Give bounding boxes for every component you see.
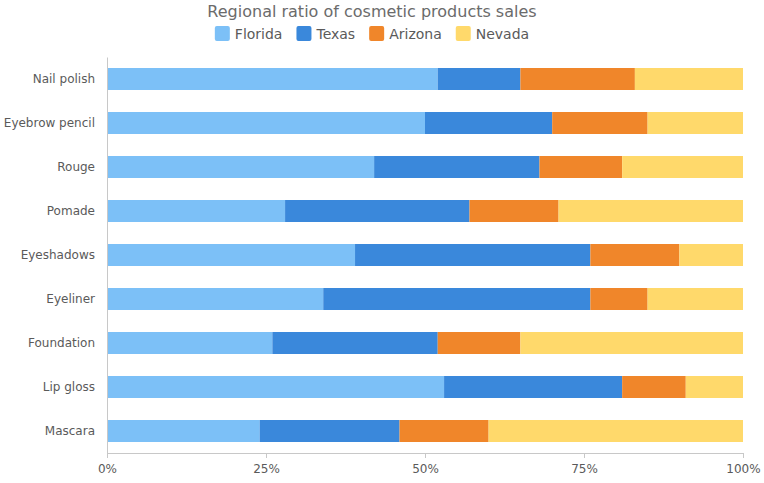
tick: 75% bbox=[571, 453, 598, 476]
y-axis: Nail polish Eyebrow pencil Rouge Pomade Eyes… bbox=[4, 58, 108, 454]
tick-label: 0% bbox=[98, 462, 117, 476]
bar bbox=[559, 200, 743, 222]
bar bbox=[686, 376, 743, 398]
tick: 25% bbox=[253, 453, 280, 476]
legend-item: Nevada bbox=[456, 26, 529, 42]
bar bbox=[679, 244, 743, 266]
legend-swatch bbox=[296, 26, 311, 41]
bar bbox=[107, 156, 374, 178]
x-axis: 0% 25% 50% 75% 100% bbox=[98, 453, 761, 476]
legend-label: Texas bbox=[315, 26, 355, 42]
bar bbox=[590, 244, 679, 266]
series bbox=[400, 68, 686, 442]
bar bbox=[107, 112, 425, 134]
tick: Lip gloss bbox=[43, 380, 107, 394]
bar bbox=[107, 68, 438, 90]
tick: Nail polish bbox=[33, 72, 107, 86]
bar bbox=[444, 376, 622, 398]
bar bbox=[520, 332, 743, 354]
legend-swatch bbox=[456, 26, 471, 41]
tick-mark bbox=[107, 453, 108, 458]
bar bbox=[648, 288, 743, 310]
bar bbox=[400, 420, 489, 442]
tick-mark bbox=[425, 453, 426, 458]
bar bbox=[107, 332, 272, 354]
bar bbox=[285, 200, 469, 222]
tick-label: Foundation bbox=[28, 336, 95, 350]
tick-label: Mascara bbox=[45, 424, 95, 438]
bar bbox=[355, 244, 590, 266]
legend-label: Nevada bbox=[476, 26, 529, 42]
bar bbox=[107, 376, 444, 398]
tick-label: 100% bbox=[726, 462, 760, 476]
title: Regional ratio of cosmetic products sale… bbox=[207, 2, 536, 21]
bar bbox=[590, 288, 647, 310]
legend-swatch bbox=[369, 26, 384, 41]
tick: 100% bbox=[726, 453, 760, 476]
plot-area: 0% 25% 50% 75% 100% Nail polish Eyebrow pencil… bbox=[4, 58, 761, 476]
tick: Mascara bbox=[45, 424, 107, 438]
tick-label: 25% bbox=[253, 462, 280, 476]
axis-line bbox=[108, 454, 744, 459]
bar bbox=[438, 332, 521, 354]
bar bbox=[622, 376, 686, 398]
legend-label: Arizona bbox=[389, 26, 442, 42]
bar bbox=[438, 68, 521, 90]
bar bbox=[107, 288, 323, 310]
bar bbox=[470, 200, 559, 222]
bar bbox=[107, 200, 285, 222]
legend-item: Arizona bbox=[369, 26, 442, 42]
tick-label: Eyeliner bbox=[46, 292, 95, 306]
series bbox=[489, 68, 743, 442]
tick-label: 50% bbox=[412, 462, 439, 476]
legend-label: Florida bbox=[235, 26, 283, 42]
bar bbox=[107, 420, 260, 442]
tick-label: Eyebrow pencil bbox=[4, 116, 95, 130]
tick: 0% bbox=[98, 453, 117, 476]
tick: 50% bbox=[412, 453, 439, 476]
tick-label: Pomade bbox=[47, 204, 95, 218]
bars bbox=[107, 68, 743, 442]
bar bbox=[622, 156, 743, 178]
tick-label: Lip gloss bbox=[43, 380, 95, 394]
bar bbox=[107, 244, 355, 266]
tick: Rouge bbox=[57, 160, 107, 174]
bar bbox=[272, 332, 437, 354]
tick-mark bbox=[584, 453, 585, 458]
tick: Pomade bbox=[47, 204, 107, 218]
bar bbox=[635, 68, 743, 90]
bar bbox=[648, 112, 743, 134]
chart: Regional ratio of cosmetic products sale… bbox=[0, 0, 764, 483]
bar bbox=[374, 156, 539, 178]
bar bbox=[539, 156, 622, 178]
tick: Eyeliner bbox=[46, 292, 107, 306]
legend-item: Florida bbox=[215, 26, 283, 42]
tick: Foundation bbox=[28, 336, 107, 350]
tick: Eyeshadows bbox=[21, 248, 107, 262]
bar bbox=[520, 68, 634, 90]
axis-line bbox=[107, 58, 108, 454]
tick-label: Nail polish bbox=[33, 72, 95, 86]
bar bbox=[489, 420, 743, 442]
bar bbox=[425, 112, 552, 134]
tick: Eyebrow pencil bbox=[4, 116, 107, 130]
tick-label: 75% bbox=[571, 462, 598, 476]
tick-label: Rouge bbox=[57, 160, 95, 174]
legend-swatch bbox=[215, 26, 230, 41]
bar bbox=[552, 112, 647, 134]
legend-item: Texas bbox=[296, 26, 355, 42]
legend: Florida Texas Arizona Nevada bbox=[215, 26, 529, 42]
tick-label: Eyeshadows bbox=[21, 248, 95, 262]
bar bbox=[323, 288, 590, 310]
tick-mark bbox=[743, 453, 744, 458]
tick-mark bbox=[266, 453, 267, 458]
bar bbox=[260, 420, 400, 442]
